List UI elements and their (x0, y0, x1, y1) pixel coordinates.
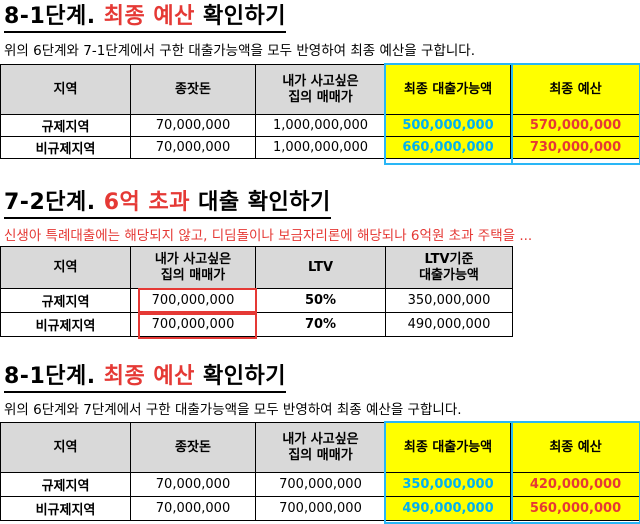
section1-description: 위의 6단계와 7-1단계에서 구한 대출가능액을 모두 반영하여 최종 예산을… (4, 43, 475, 59)
section3-title: 8-1단계. 최종 예산 확인하기 (4, 364, 286, 393)
cell-ltv: 70% (255, 312, 386, 337)
cell-seed-money: 70,000,000 (130, 496, 256, 521)
header-seed-money: 종잣돈 (130, 422, 256, 473)
header-final-loan: 최종 대출가능액 (385, 422, 511, 473)
section1-title: 8-1단계. 최종 예산 확인하기 (4, 4, 286, 33)
cell-purchase-price: 700,000,000 (255, 496, 386, 521)
cell-purchase-price: 700,000,000 (255, 472, 386, 497)
cell-final-loan: 350,000,000 (385, 472, 511, 497)
section3-title-suffix: 확인하기 (194, 364, 286, 389)
cell-purchase-price: 700,000,000 (130, 288, 256, 313)
cell-ltv: 50% (255, 288, 386, 313)
cell-region: 비규제지역 (0, 496, 131, 521)
cell-final-loan: 500,000,000 (385, 114, 511, 137)
cell-final-budget: 420,000,000 (510, 472, 640, 497)
section3-description: 위의 6단계와 7단계에서 구한 대출가능액을 모두 반영하여 최종 예산을 구… (4, 402, 462, 418)
section3-title-highlight: 최종 예산 (103, 364, 195, 389)
cell-seed-money: 70,000,000 (130, 114, 256, 137)
header-purchase-price: 내가 사고싶은 집의 매매가 (130, 246, 256, 289)
table-row: 규제지역 70,000,000 1,000,000,000 500,000,00… (0, 114, 640, 137)
header-ltv: LTV (255, 246, 386, 289)
table-row: 규제지역 70,000,000 700,000,000 350,000,000 … (0, 472, 640, 497)
cell-final-loan: 660,000,000 (385, 136, 511, 159)
cell-purchase-price: 1,000,000,000 (255, 114, 386, 137)
header-region: 지역 (0, 246, 131, 289)
cell-final-budget: 560,000,000 (510, 496, 640, 521)
table-row: 규제지역 700,000,000 50% 350,000,000 (0, 288, 513, 313)
section2-title-prefix: 7-2단계. (4, 190, 104, 215)
header-region: 지역 (0, 64, 131, 115)
header-final-budget: 최종 예산 (510, 64, 640, 115)
table-header-row: 지역 내가 사고싶은 집의 매매가 LTV LTV기준 대출가능액 (0, 246, 513, 289)
section2-title-suffix: 대출 확인하기 (189, 190, 331, 215)
cell-ltv-loan: 350,000,000 (385, 288, 513, 313)
cell-region: 규제지역 (0, 288, 131, 313)
section1-title-prefix: 8-1단계. (4, 4, 104, 29)
table-row: 비규제지역 70,000,000 1,000,000,000 660,000,0… (0, 136, 640, 159)
header-ltv-loan: LTV기준 대출가능액 (385, 246, 513, 289)
section1-table: 지역 종잣돈 내가 사고싶은 집의 매매가 최종 대출가능액 최종 예산 규제지… (0, 64, 640, 159)
section1-title-suffix: 확인하기 (194, 4, 286, 29)
table-header-row: 지역 종잣돈 내가 사고싶은 집의 매매가 최종 대출가능액 최종 예산 (0, 64, 640, 115)
cell-region: 규제지역 (0, 114, 131, 137)
header-region: 지역 (0, 422, 131, 473)
cell-ltv-loan: 490,000,000 (385, 312, 513, 337)
cell-purchase-price: 1,000,000,000 (255, 136, 386, 159)
table-row: 비규제지역 70,000,000 700,000,000 490,000,000… (0, 496, 640, 521)
table-row: 비규제지역 700,000,000 70% 490,000,000 (0, 312, 513, 337)
header-purchase-price: 내가 사고싶은 집의 매매가 (255, 64, 386, 115)
cell-final-budget: 570,000,000 (510, 114, 640, 137)
cell-final-budget: 730,000,000 (510, 136, 640, 159)
cell-seed-money: 70,000,000 (130, 472, 256, 497)
cell-seed-money: 70,000,000 (130, 136, 256, 159)
cell-region: 규제지역 (0, 472, 131, 497)
section2-table: 지역 내가 사고싶은 집의 매매가 LTV LTV기준 대출가능액 규제지역 7… (0, 246, 513, 337)
section3-table: 지역 종잣돈 내가 사고싶은 집의 매매가 최종 대출가능액 최종 예산 규제지… (0, 422, 640, 521)
section2-title-highlight: 6억 초과 (103, 190, 190, 215)
section2-description: 신생아 특례대출에는 해당되지 않고, 디딤돌이나 보금자리론에 해당되나 6억… (4, 228, 533, 244)
header-final-loan: 최종 대출가능액 (385, 64, 511, 115)
header-final-budget: 최종 예산 (510, 422, 640, 473)
section3-title-prefix: 8-1단계. (4, 364, 104, 389)
cell-region: 비규제지역 (0, 136, 131, 159)
cell-region: 비규제지역 (0, 312, 131, 337)
cell-final-loan: 490,000,000 (385, 496, 511, 521)
header-seed-money: 종잣돈 (130, 64, 256, 115)
cell-purchase-price: 700,000,000 (130, 312, 256, 337)
table-header-row: 지역 종잣돈 내가 사고싶은 집의 매매가 최종 대출가능액 최종 예산 (0, 422, 640, 473)
header-purchase-price: 내가 사고싶은 집의 매매가 (255, 422, 386, 473)
section1-title-highlight: 최종 예산 (103, 4, 195, 29)
section2-title: 7-2단계. 6억 초과 대출 확인하기 (4, 190, 331, 219)
